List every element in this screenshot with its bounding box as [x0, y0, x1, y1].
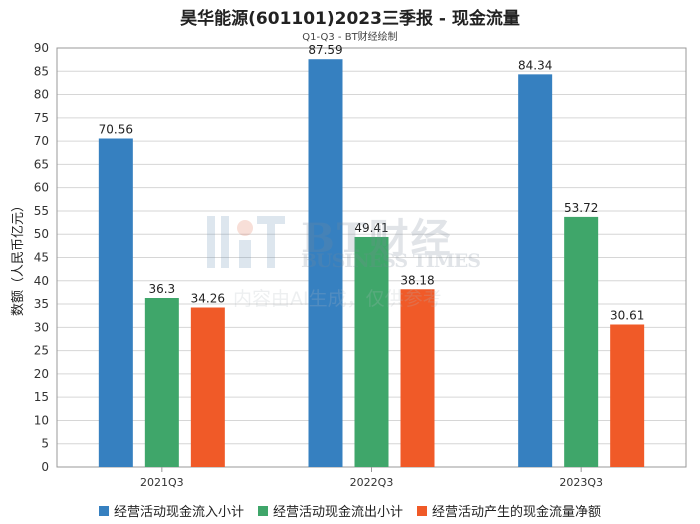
y-tick-label: 90 [34, 41, 49, 55]
y-tick-label: 80 [34, 88, 49, 102]
y-tick-label: 15 [34, 390, 49, 404]
data-label: 87.59 [308, 43, 342, 57]
legend-label: 经营活动产生的现金流量净额 [432, 505, 602, 520]
data-label: 49.41 [354, 221, 388, 235]
y-tick-label: 85 [34, 64, 49, 78]
chart-legend: 经营活动现金流入小计 经营活动现金流出小计 经营活动产生的现金流量净额 [0, 501, 700, 520]
bar [564, 216, 599, 467]
legend-entry: 经营活动现金流入小计 [98, 501, 244, 520]
y-tick-label: 65 [34, 157, 49, 171]
legend-swatch [257, 505, 268, 516]
y-tick-label: 0 [41, 460, 49, 474]
x-tick-label: 2021Q3 [140, 476, 184, 489]
legend-swatch [417, 505, 427, 516]
y-tick-label: 30 [34, 320, 49, 334]
y-tick-label: 75 [34, 111, 49, 125]
legend-entry: 经营活动现金流出小计 [257, 501, 403, 520]
legend-entry: 经营活动产生的现金流量净额 [417, 501, 601, 520]
bar [98, 138, 133, 467]
bar [354, 236, 389, 467]
legend-label: 经营活动现金流出小计 [272, 505, 403, 520]
data-label: 53.72 [564, 201, 598, 215]
legend-swatch [98, 505, 109, 516]
data-label: 34.26 [191, 292, 225, 306]
data-label: 38.18 [400, 273, 434, 287]
y-tick-label: 10 [34, 413, 49, 427]
y-tick-label: 60 [34, 181, 49, 195]
y-tick-label: 25 [34, 344, 49, 358]
y-tick-label: 5 [41, 437, 49, 451]
data-label: 30.61 [610, 308, 644, 322]
bar [518, 74, 553, 468]
y-tick-label: 55 [34, 204, 49, 218]
y-tick-label: 20 [34, 367, 49, 381]
y-tick-label: 50 [34, 227, 49, 241]
y-tick-label: 45 [34, 251, 49, 265]
bar [308, 59, 343, 468]
x-tick-label: 2022Q3 [350, 476, 394, 489]
chart-subtitle: Q1-Q3 - BT财经绘制 [302, 32, 398, 43]
y-axis-label: 数额（人民币亿元） [11, 199, 26, 316]
y-tick-label: 35 [34, 297, 49, 311]
data-label: 84.34 [518, 58, 552, 72]
bar [190, 307, 225, 467]
x-tick-label: 2023Q3 [559, 476, 603, 489]
y-tick-label: 40 [34, 274, 49, 288]
bar [610, 324, 645, 467]
y-tick-label: 70 [34, 134, 49, 148]
data-label: 36.3 [148, 282, 175, 296]
bar [400, 289, 435, 467]
bar [144, 298, 179, 467]
data-label: 70.56 [99, 123, 133, 137]
chart-title: 昊华能源(601101)2023三季报 - 现金流量 [180, 9, 520, 29]
legend-label: 经营活动现金流入小计 [113, 505, 244, 520]
